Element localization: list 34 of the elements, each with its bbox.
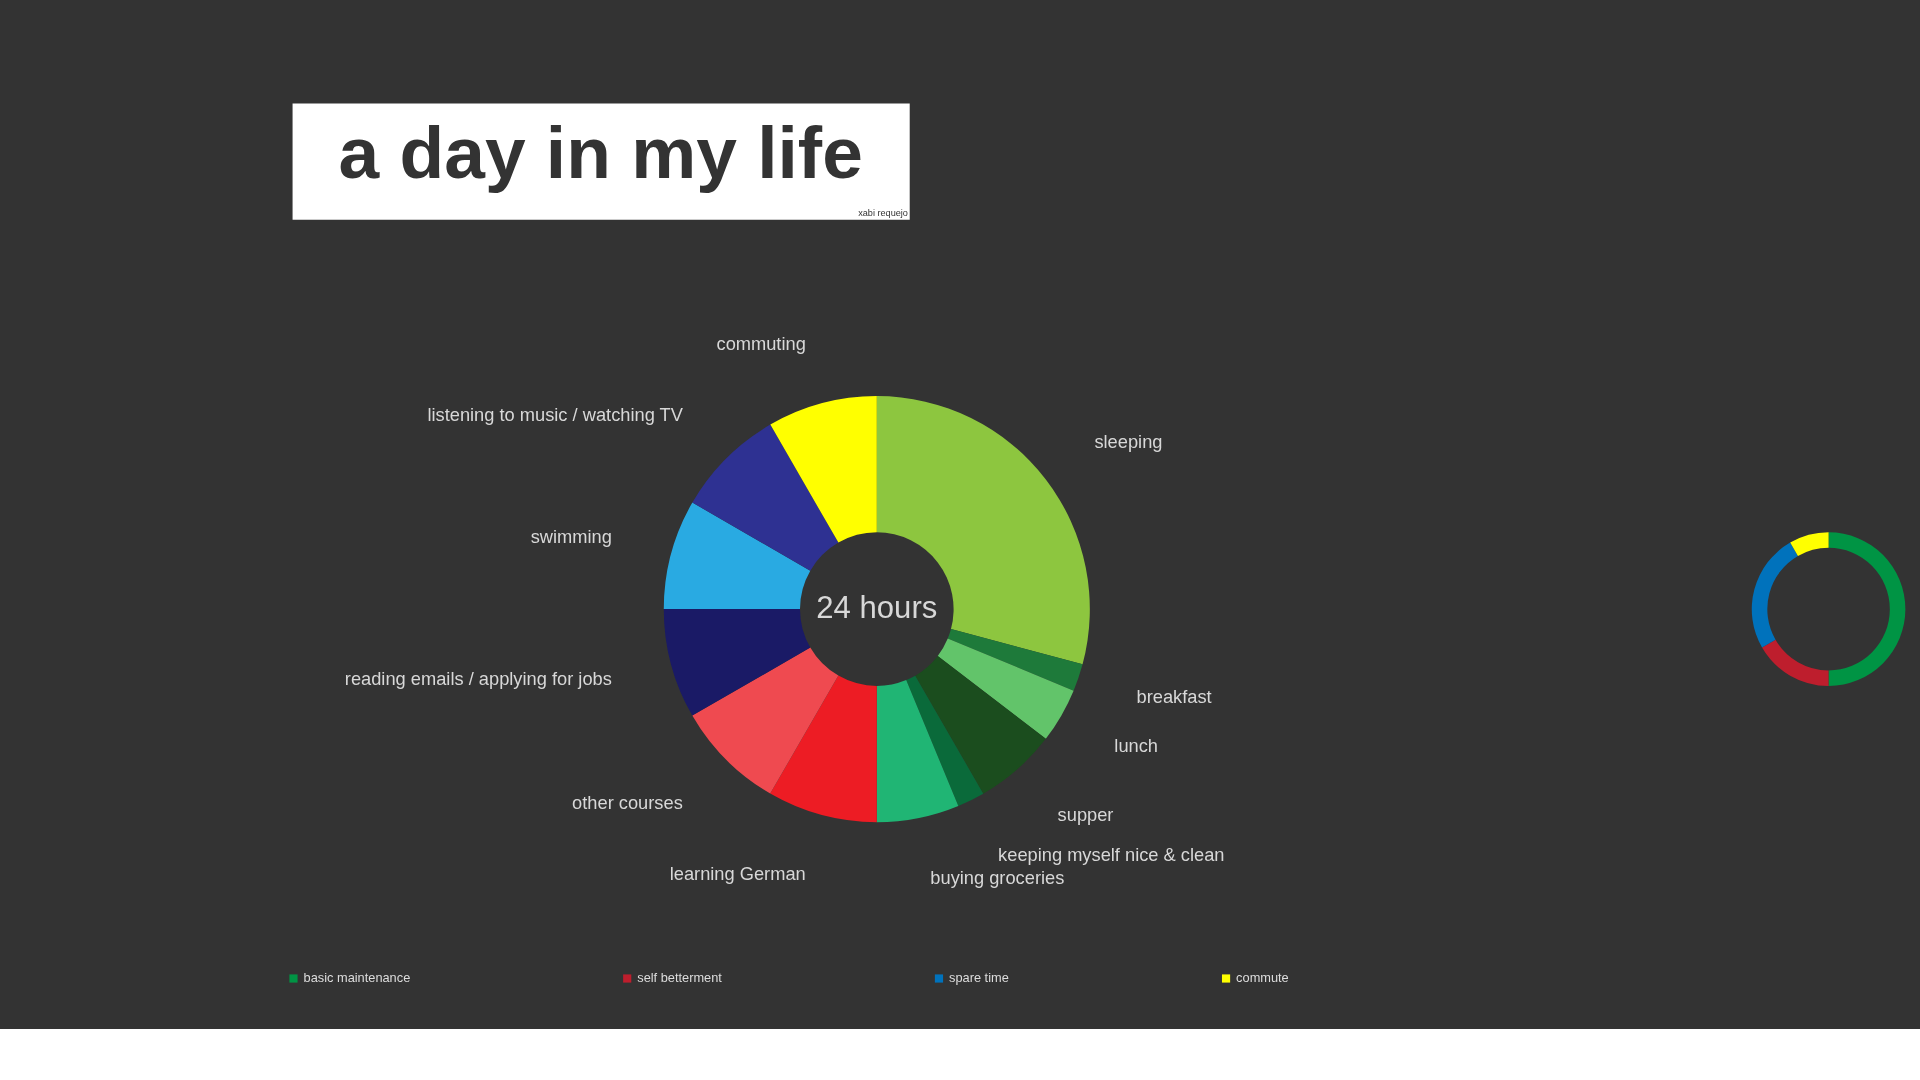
slice-label: other courses <box>572 791 683 813</box>
slice-label: supper <box>1057 803 1114 825</box>
donut-slice <box>692 647 839 794</box>
slice-label: commuting <box>716 332 806 354</box>
slice-label: lunch <box>1114 734 1158 756</box>
donut-slice <box>915 655 1046 794</box>
donut-slice <box>947 629 1083 691</box>
slice-label: breakfast <box>1136 685 1212 707</box>
donut-slice <box>876 680 959 823</box>
donut-slice <box>770 675 877 823</box>
legend-label: spare time <box>949 970 1009 986</box>
donut-slice <box>937 638 1074 739</box>
donut-slice <box>1828 532 1906 686</box>
legend-label: commute <box>1236 970 1289 986</box>
donut-slice <box>906 675 984 806</box>
chart-title: a day in my life <box>338 111 863 193</box>
slice-label: listening to music / watching TV <box>427 403 684 425</box>
slice-label: keeping myself nice & clean <box>998 843 1225 865</box>
slice-label: buying groceries <box>930 866 1065 888</box>
donut-slice <box>663 609 811 716</box>
slice-label: swimming <box>530 526 612 548</box>
donut-slice <box>1762 639 1829 686</box>
slice-label: sleeping <box>1094 430 1163 452</box>
donut-slice <box>1790 532 1829 557</box>
legend-label: basic maintenance <box>303 970 411 986</box>
donut-slice <box>692 424 839 571</box>
donut-slice <box>770 396 877 543</box>
text: 24 hours <box>816 590 938 626</box>
legend-label: self betterment <box>637 970 723 986</box>
donut-slice <box>1751 542 1798 648</box>
text: xabi requejo <box>858 207 908 218</box>
slice-label: reading emails / applying for jobs <box>344 668 612 690</box>
slice-label: learning German <box>669 862 806 884</box>
donut-slice <box>663 502 811 610</box>
